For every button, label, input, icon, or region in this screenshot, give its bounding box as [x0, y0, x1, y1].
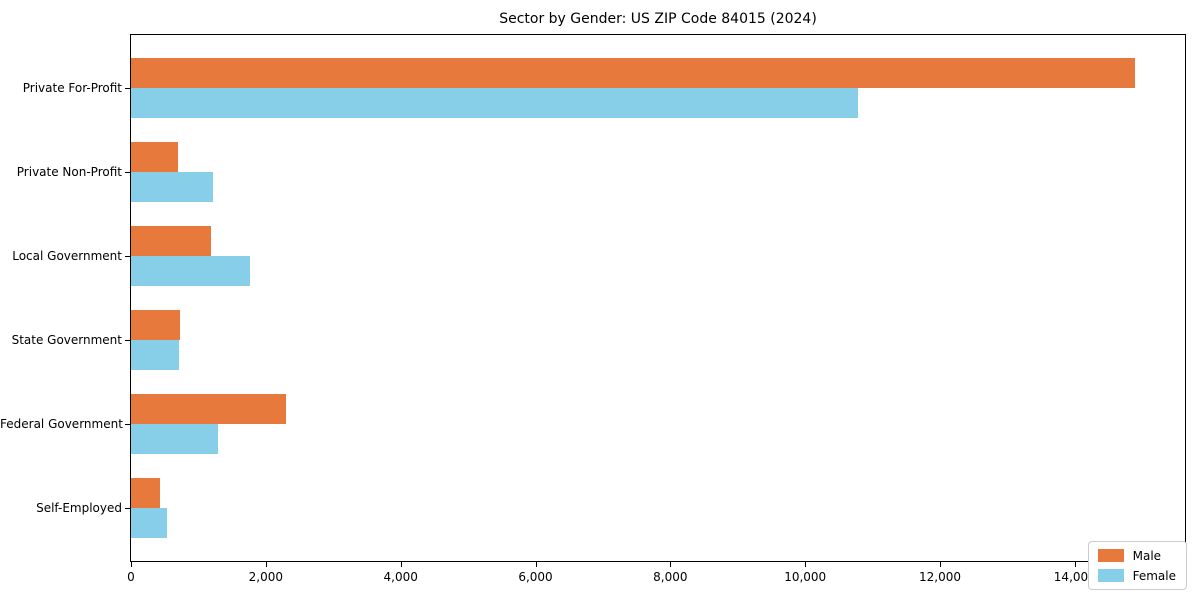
y-tick-label: State Government: [11, 333, 122, 347]
x-tick-mark: [940, 562, 941, 567]
legend-swatch-male: [1097, 549, 1124, 562]
bar-female-category-1: [131, 172, 214, 202]
x-tick-mark: [265, 562, 267, 567]
chart-title: Sector by Gender: US ZIP Code 84015 (202…: [499, 11, 817, 27]
bar-male-category-0: [131, 58, 1135, 88]
bar-female-category-2: [131, 256, 251, 286]
x-tick-label: 4,000: [383, 570, 418, 584]
x-tick-mark: [400, 562, 402, 567]
y-tick-label: Self-Employed: [36, 501, 122, 515]
x-tick-label: 8,000: [653, 570, 688, 584]
x-tick-label: 0: [127, 570, 135, 584]
x-tick-label: 10,000: [784, 570, 827, 584]
y-tick-mark: [125, 424, 130, 425]
y-tick-label: Local Government: [12, 249, 122, 263]
y-tick-label: Private For-Profit: [22, 81, 122, 95]
y-tick-label: Private Non-Profit: [16, 165, 122, 179]
legend-label: Male: [1132, 548, 1162, 563]
bar-male-category-4: [131, 394, 287, 424]
x-tick-mark: [535, 562, 537, 567]
y-tick-label: Federal Government: [0, 417, 123, 431]
x-tick-label: 2,000: [248, 570, 283, 584]
legend-swatch-female: [1097, 569, 1124, 582]
legend-item-female: Female: [1097, 568, 1176, 583]
bar-male-category-2: [131, 226, 212, 256]
x-tick-mark: [670, 562, 672, 567]
x-tick-mark: [131, 562, 132, 567]
x-tick-label: 14,000: [1053, 570, 1096, 584]
y-tick-mark: [125, 88, 130, 89]
bar-female-category-0: [131, 88, 858, 118]
plot-area: [130, 34, 1186, 562]
bar-female-category-3: [131, 340, 179, 370]
y-tick-mark: [125, 256, 130, 257]
x-tick-label: 12,000: [919, 570, 961, 584]
legend-item-male: Male: [1097, 548, 1176, 563]
legend-label: Female: [1132, 568, 1176, 583]
y-tick-mark: [125, 172, 130, 173]
y-tick-mark: [125, 508, 130, 509]
bar-male-category-5: [131, 478, 160, 508]
legend-items: Male Female: [1097, 548, 1176, 583]
legend: Male Female: [1087, 541, 1187, 590]
x-tick-mark: [805, 562, 807, 567]
bar-male-category-1: [131, 142, 179, 172]
y-tick-mark: [125, 340, 130, 341]
bar-male-category-3: [131, 310, 180, 340]
bar-female-category-5: [131, 508, 168, 538]
x-tick-label: 6,000: [518, 570, 553, 584]
bar-female-category-4: [131, 424, 218, 454]
x-tick-mark: [1074, 562, 1076, 567]
